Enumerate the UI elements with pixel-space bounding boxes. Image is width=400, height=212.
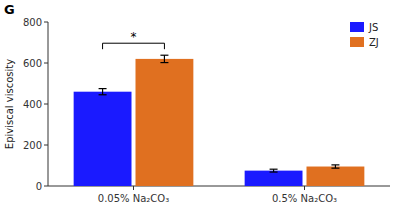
y-tick xyxy=(44,22,48,23)
y-tick xyxy=(44,186,48,187)
error-cap xyxy=(331,164,339,165)
error-cap xyxy=(99,94,107,95)
bar xyxy=(245,171,303,186)
chart: 0 200 400 600 800 Epiviscal viscosity 0.05% Na… xyxy=(0,0,400,212)
y-tick xyxy=(44,145,48,146)
significance-label: * xyxy=(131,30,137,44)
y-tick xyxy=(44,104,48,105)
y-tick-label: 200 xyxy=(23,140,42,151)
error-bar xyxy=(160,55,168,62)
legend-swatch xyxy=(350,22,364,32)
legend-swatch xyxy=(350,37,364,47)
legend-label: JS xyxy=(368,22,378,33)
error-cap xyxy=(160,62,168,63)
y-tick-label: 600 xyxy=(23,58,42,69)
bar xyxy=(136,59,194,186)
x-tick xyxy=(133,186,134,190)
y-tick xyxy=(44,63,48,64)
chart-container: 0 200 400 600 800 Epiviscal viscosity 0.05% Na… xyxy=(0,0,400,212)
y-tick-label: 0 xyxy=(36,181,42,192)
error-line xyxy=(102,89,103,95)
error-bar xyxy=(331,165,339,168)
bar xyxy=(307,167,365,186)
x-tick-label: 0.5% Na₂CO₃ xyxy=(272,193,337,204)
error-line xyxy=(164,55,165,62)
panel-label: G xyxy=(4,2,15,17)
error-cap xyxy=(160,55,168,56)
error-bar xyxy=(270,169,278,172)
error-cap xyxy=(270,169,278,170)
x-tick-label: 0.05% Na₂CO₃ xyxy=(98,193,169,204)
bar xyxy=(74,92,132,186)
error-bar xyxy=(99,89,107,95)
y-tick-label: 400 xyxy=(23,99,42,110)
x-tick xyxy=(304,186,305,190)
bars xyxy=(74,55,365,186)
legend-label: ZJ xyxy=(369,37,379,48)
y-axis-label: Epiviscal viscosity xyxy=(4,59,15,149)
y-tick-label: 800 xyxy=(23,17,42,28)
error-cap xyxy=(270,171,278,172)
error-cap xyxy=(331,168,339,169)
error-cap xyxy=(99,88,107,89)
legend: JS ZJ xyxy=(350,22,379,48)
